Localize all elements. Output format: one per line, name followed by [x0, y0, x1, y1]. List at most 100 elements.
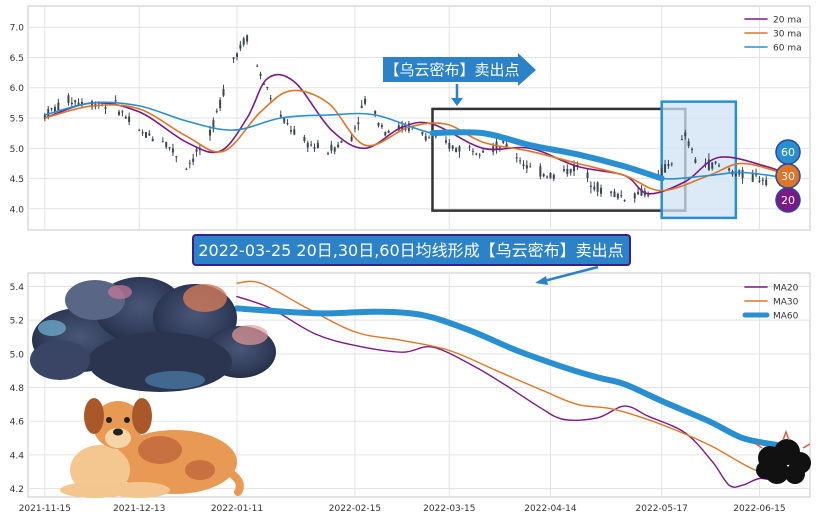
- x-tick-label: 2022-04-14: [524, 504, 577, 514]
- candle-body: [589, 185, 592, 187]
- ma-line-MA60: [234, 305, 780, 448]
- candle-body: [761, 179, 764, 181]
- y-tick-label: 6.0: [10, 84, 25, 94]
- candle-body: [664, 164, 667, 173]
- candle-body: [431, 136, 434, 141]
- candle-body: [360, 105, 363, 109]
- candle-body: [404, 125, 407, 130]
- candle-body: [502, 140, 505, 143]
- candle-body: [586, 172, 589, 179]
- candle-body: [246, 35, 249, 42]
- legend-label: 20 ma: [773, 16, 802, 26]
- candle-body: [242, 38, 245, 45]
- candle-body: [576, 164, 579, 166]
- candle-body: [741, 169, 744, 179]
- candle-body: [714, 161, 717, 164]
- candle-body: [596, 182, 599, 192]
- candle-body: [468, 146, 471, 148]
- y-tick-label: 7.0: [10, 24, 25, 34]
- candle-body: [259, 73, 262, 76]
- candle-body: [421, 131, 424, 135]
- y-tick-label: 5.2: [10, 317, 24, 327]
- bottom-legend: MA20 MA30 MA60: [742, 284, 799, 322]
- candle-body: [623, 200, 626, 202]
- candle-body: [384, 132, 387, 136]
- candle-body: [165, 142, 168, 148]
- candle-body: [57, 102, 60, 111]
- candle-body: [529, 166, 532, 168]
- candle-body: [262, 83, 265, 85]
- candle-body: [734, 171, 737, 177]
- candle-body: [337, 144, 340, 148]
- candle-body: [239, 44, 242, 49]
- x-tick-label: 2022-03-15: [423, 504, 475, 514]
- candle-body: [684, 132, 687, 137]
- candle-body: [680, 139, 683, 141]
- y-tick-label: 5.0: [10, 145, 25, 155]
- candle-body: [364, 98, 367, 104]
- candle-body: [549, 172, 552, 179]
- candle-body: [566, 168, 569, 174]
- highlight-zone: [660, 100, 738, 220]
- candle-body: [303, 136, 306, 141]
- candle-body: [215, 110, 218, 112]
- x-tick-label: 2021-12-13: [113, 504, 165, 514]
- bottom-x-axis-ticks: 2021-11-15 2021-12-13 2022-01-11 2022-02-15…: [19, 504, 786, 514]
- candle-body: [195, 149, 198, 152]
- top-price-chart: 4.0 4.5 5.0 5.5 6.0 6.5 7.0 20 ma 30 ma 60 ma 【乌…: [10, 5, 811, 231]
- x-tick-label: 2022-06-15: [733, 504, 785, 514]
- candle-body: [53, 106, 56, 112]
- candle-body: [74, 100, 77, 103]
- y-tick-label: 5.5: [10, 115, 24, 125]
- candle-body: [306, 142, 309, 148]
- dark-storm-cloud-icon: [30, 277, 276, 392]
- badge-20: [775, 187, 801, 213]
- candle-body: [600, 187, 603, 194]
- candle-body: [128, 116, 131, 123]
- candle-body: [475, 153, 478, 155]
- headline-pointer-arrow: [535, 265, 599, 285]
- y-tick-label: 4.6: [10, 418, 25, 428]
- candle-body: [266, 86, 269, 88]
- candle-body: [482, 150, 485, 153]
- candle-body: [620, 195, 623, 197]
- candle-body: [70, 102, 73, 105]
- candle-body: [458, 146, 461, 152]
- candle-body: [691, 148, 694, 151]
- candle-body: [610, 191, 613, 193]
- y-tick-label: 4.0: [10, 205, 25, 215]
- candle-body: [124, 116, 127, 119]
- candle-body: [138, 129, 141, 131]
- y-tick-label: 5.4: [10, 283, 25, 293]
- candle-body: [104, 107, 107, 109]
- candle-body: [316, 142, 319, 149]
- candle-body: [350, 136, 353, 142]
- candle-body: [428, 137, 431, 139]
- ma-line-20-ma: [44, 73, 791, 195]
- candle-body: [562, 168, 565, 171]
- candle-body: [455, 148, 458, 153]
- candle-body: [279, 114, 282, 117]
- candle-body: [569, 169, 572, 173]
- candle-body: [519, 160, 522, 162]
- candle-body: [755, 174, 758, 176]
- candle-body: [144, 132, 147, 138]
- candle-body: [340, 140, 343, 143]
- badge-60-text: 60: [781, 146, 795, 159]
- candle-body: [151, 138, 154, 142]
- candle-body: [539, 166, 542, 177]
- candle-body: [573, 164, 576, 172]
- top-y-axis-ticks: 4.0 4.5 5.0 5.5 6.0 6.5 7.0: [10, 24, 25, 216]
- candle-body: [552, 174, 555, 179]
- candle-body: [515, 157, 518, 159]
- top-moving-average-lines: [44, 73, 791, 195]
- ma-badges: 60 30 20: [775, 139, 801, 213]
- candle-body: [448, 142, 451, 149]
- legend-label: 60 ma: [773, 44, 802, 54]
- candle-body: [222, 89, 225, 96]
- ma-line-MA20: [236, 295, 791, 488]
- candle-body: [114, 100, 117, 102]
- ma60-highlight-band: [429, 129, 665, 182]
- x-tick-label: 2022-01-11: [211, 504, 263, 514]
